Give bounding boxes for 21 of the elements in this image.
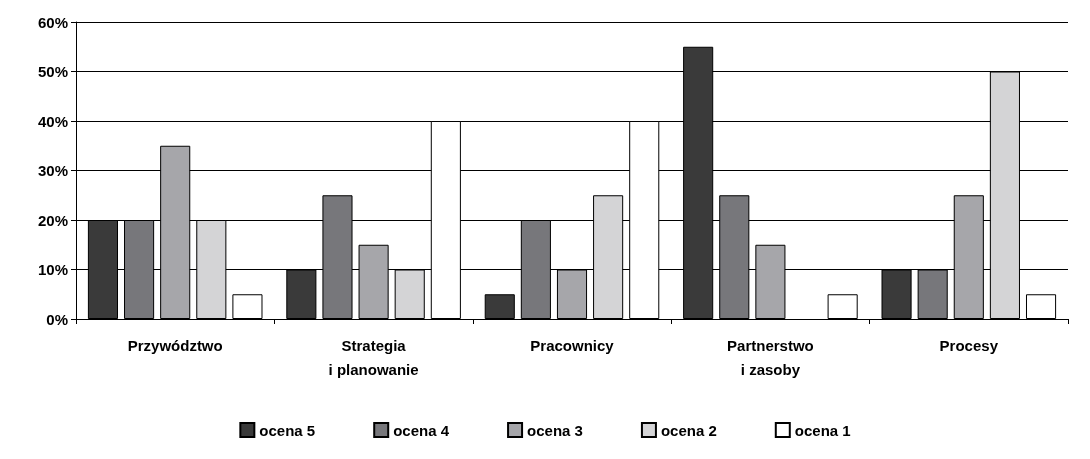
bar <box>484 294 515 319</box>
y-tick-label: 40% <box>37 112 68 130</box>
x-tick-label: Przywództwo <box>127 336 223 354</box>
x-tick-label: Procesy <box>939 336 999 354</box>
x-tick-label: Strategia i planowanie <box>328 336 419 378</box>
y-tick-label: 10% <box>37 261 68 278</box>
legend-label: ocena 4 <box>393 421 450 439</box>
legend-label: ocena 2 <box>660 421 717 439</box>
bar <box>827 294 858 319</box>
bar <box>1025 294 1057 319</box>
y-tick-label: 20% <box>37 211 68 229</box>
x-tick-label: Partnerstwo i zasoby <box>727 336 814 378</box>
y-tick-label: 0% <box>46 310 68 328</box>
x-tick-label: Pracownicy <box>530 336 615 354</box>
y-tick-label: 50% <box>37 63 68 80</box>
legend-label: ocena 1 <box>794 421 851 439</box>
legend-label: ocena 5 <box>259 421 316 439</box>
y-tick-label: 30% <box>37 162 68 179</box>
y-tick-label: 60% <box>37 13 68 31</box>
bar <box>232 294 263 319</box>
legend-label: ocena 3 <box>527 421 583 439</box>
